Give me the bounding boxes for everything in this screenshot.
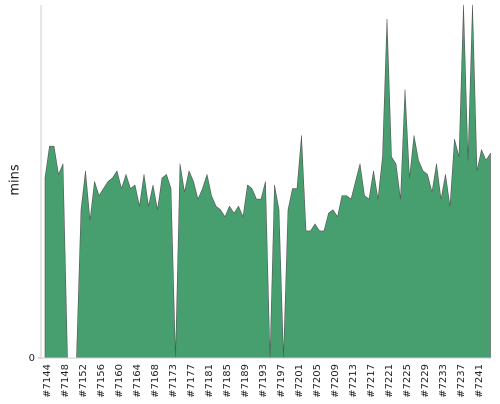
x-tick-label: #7229 [420,364,431,398]
x-tick-label: #7237 [456,364,467,398]
x-tick-label: #7201 [294,364,305,398]
x-tick-label: #7152 [78,364,89,398]
x-tick-label: #7181 [204,364,215,398]
x-tick-label: #7173 [168,364,179,398]
x-tick-label: #7197 [276,364,287,398]
x-tick-label: #7193 [258,364,269,398]
x-tick-label: #7156 [96,364,107,398]
y-tick-label: 0 [29,353,35,364]
x-tick-label: #7168 [150,364,161,398]
x-tick-label: #7177 [186,364,197,398]
x-tick-label: #7213 [348,364,359,398]
x-tick-label: #7189 [240,364,251,398]
x-tick-label: #7217 [366,364,377,398]
x-tick-label: #7221 [384,364,395,398]
x-tick-label: #7160 [114,364,125,398]
x-tick-label: #7225 [402,364,413,398]
x-tick-label: #7205 [312,364,323,398]
x-tick-label: #7241 [474,364,485,398]
x-tick-label: #7233 [438,364,449,398]
x-tick-label: #7185 [222,364,233,398]
x-tick-label: #7144 [42,364,53,398]
x-tick-label: #7148 [60,364,71,398]
y-axis-title: mins [8,164,23,196]
area [44,4,491,359]
x-tick-label: #7209 [330,364,341,398]
x-tick-label: #7164 [132,364,143,398]
